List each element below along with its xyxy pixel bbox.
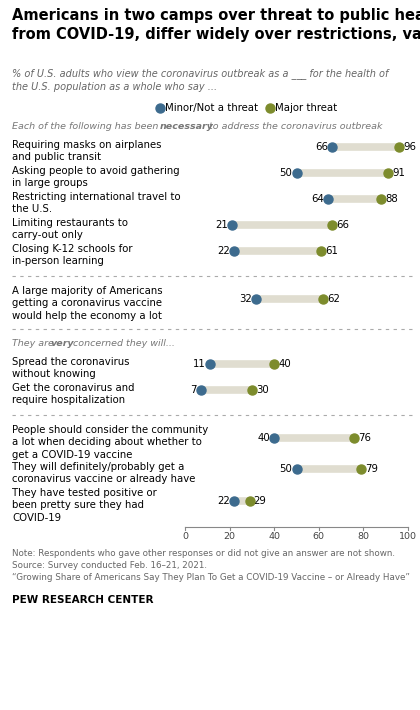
Text: 79: 79 [365,464,378,474]
Text: 88: 88 [385,195,398,204]
Text: 91: 91 [392,168,405,178]
Text: 64: 64 [311,195,324,204]
Text: 66: 66 [336,220,349,230]
Text: 66: 66 [315,142,328,153]
Text: 100: 100 [399,532,417,541]
Text: 76: 76 [359,433,371,444]
Text: Americans in two camps over threat to public health
from COVID-19, differ widely: Americans in two camps over threat to pu… [12,8,420,42]
Text: 0: 0 [182,532,188,541]
Text: 80: 80 [357,532,370,541]
Text: 40: 40 [268,532,280,541]
Text: 22: 22 [217,496,230,506]
Text: 29: 29 [254,496,267,506]
Text: Spread the coronavirus
without knowing: Spread the coronavirus without knowing [12,357,129,379]
Text: Restricting international travel to
the U.S.: Restricting international travel to the … [12,192,181,214]
Text: 61: 61 [325,246,338,256]
Text: to address the coronavirus outbreak: to address the coronavirus outbreak [206,122,383,131]
Text: They will definitely/probably get a
coronavirus vaccine or already have: They will definitely/probably get a coro… [12,462,195,484]
Text: 50: 50 [280,464,292,474]
Text: Get the coronavirus and
require hospitalization: Get the coronavirus and require hospital… [12,383,134,405]
Text: 22: 22 [217,246,230,256]
Text: 7: 7 [190,386,197,395]
Text: PEW RESEARCH CENTER: PEW RESEARCH CENTER [12,595,153,605]
Text: necessary: necessary [160,122,214,131]
Text: 21: 21 [215,220,228,230]
Text: Each of the following has been: Each of the following has been [12,122,161,131]
Text: 50: 50 [280,168,292,178]
Text: They have tested positive or
been pretty sure they had
COVID-19: They have tested positive or been pretty… [12,488,157,523]
Text: Minor/Not a threat: Minor/Not a threat [165,103,258,113]
Text: Major threat: Major threat [275,103,337,113]
Text: concerned they will...: concerned they will... [70,339,175,348]
Text: 62: 62 [327,295,340,305]
Text: 11: 11 [193,359,205,369]
Text: 30: 30 [256,386,269,395]
Text: Asking people to avoid gathering
in large groups: Asking people to avoid gathering in larg… [12,166,180,188]
Text: % of U.S. adults who view the coronavirus outbreak as a ___ for the health of
th: % of U.S. adults who view the coronaviru… [12,68,388,92]
Text: 20: 20 [223,532,236,541]
Text: A large majority of Americans
getting a coronavirus vaccine
would help the econo: A large majority of Americans getting a … [12,286,163,321]
Text: 40: 40 [278,359,291,369]
Text: People should consider the community
a lot when deciding about whether to
get a : People should consider the community a l… [12,425,208,460]
Text: 96: 96 [403,142,416,153]
Text: They are: They are [12,339,57,348]
Text: Note: Respondents who gave other responses or did not give an answer are not sho: Note: Respondents who gave other respons… [12,549,410,581]
Text: 60: 60 [313,532,325,541]
Text: 40: 40 [257,433,270,444]
Text: very: very [50,339,74,348]
Text: Requiring masks on airplanes
and public transit: Requiring masks on airplanes and public … [12,140,162,163]
Text: 32: 32 [240,295,252,305]
Text: Closing K-12 schools for
in-person learning: Closing K-12 schools for in-person learn… [12,244,132,266]
Text: Limiting restaurants to
carry-out only: Limiting restaurants to carry-out only [12,218,128,241]
